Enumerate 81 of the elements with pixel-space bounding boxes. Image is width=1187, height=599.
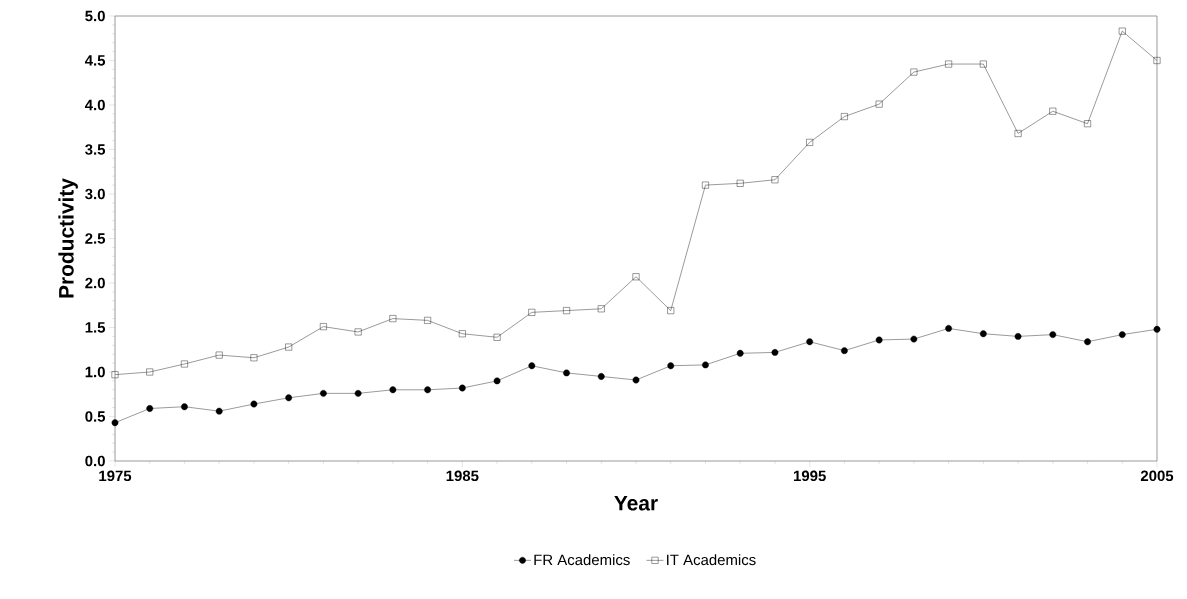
point [1118, 331, 1126, 339]
point [215, 407, 223, 415]
point [979, 330, 987, 338]
point [528, 308, 536, 316]
y-tick-label: 1.5 [85, 322, 106, 333]
point [667, 307, 675, 314]
legend-label: FR Academics [534, 554, 630, 566]
point [146, 368, 154, 376]
point [945, 60, 952, 68]
y-tick-label: 0.5 [85, 411, 106, 422]
x-axis-title: Year [614, 495, 658, 511]
point [702, 181, 709, 189]
point [597, 305, 605, 313]
point [1153, 325, 1161, 333]
point [563, 369, 570, 377]
point [632, 376, 640, 384]
point [841, 347, 848, 355]
point [910, 335, 918, 343]
point [1084, 120, 1091, 128]
point [250, 400, 258, 408]
point [285, 394, 293, 402]
point [320, 389, 327, 397]
point [875, 100, 883, 108]
y-tick-label: 3.0 [85, 188, 105, 200]
point [181, 403, 188, 411]
y-tick-label: 0.0 [85, 455, 105, 467]
point [389, 315, 397, 322]
point [285, 343, 293, 351]
point [632, 273, 640, 281]
point [563, 307, 570, 314]
point [1049, 107, 1057, 115]
point [806, 138, 814, 146]
y-tick-label: 3.5 [85, 144, 106, 155]
point [354, 328, 362, 336]
point [424, 316, 431, 324]
point [181, 360, 188, 368]
point [389, 386, 397, 394]
y-tick-label: 4.5 [84, 55, 106, 66]
point [250, 354, 258, 362]
point [771, 349, 779, 356]
point [424, 386, 431, 394]
point [945, 325, 952, 332]
point [215, 351, 223, 359]
point [458, 384, 466, 392]
y-axis-title: Productivity [58, 178, 78, 298]
point [910, 68, 918, 76]
y-tick-label: 2.5 [85, 233, 106, 244]
point [1049, 331, 1057, 339]
point [146, 405, 154, 412]
point [111, 371, 119, 379]
x-tick-label: 1975 [99, 470, 132, 482]
y-tick-label: 2.0 [85, 277, 105, 289]
point [875, 336, 883, 344]
point [1153, 57, 1161, 64]
point [528, 362, 536, 370]
point [493, 377, 501, 385]
point [458, 330, 466, 338]
point [1014, 333, 1022, 340]
x-tick-label: 2005 [1140, 470, 1174, 482]
point [354, 389, 362, 397]
point [1014, 130, 1022, 137]
y-tick-label: 1.0 [85, 366, 105, 378]
point [320, 323, 327, 330]
x-tick-label: 1985 [446, 470, 479, 482]
point [493, 333, 501, 341]
point [702, 361, 709, 369]
point [979, 60, 987, 68]
point [736, 179, 744, 187]
point [1084, 338, 1091, 346]
point [841, 113, 848, 120]
point [111, 419, 119, 427]
point [1118, 27, 1126, 35]
legend-label: IT Academics [667, 554, 756, 566]
point [771, 176, 779, 184]
point [736, 349, 744, 357]
x-tick-label: 1995 [793, 470, 826, 482]
point [806, 338, 814, 346]
y-tick-label: 5.0 [85, 10, 105, 22]
point [597, 373, 605, 380]
point [667, 362, 675, 370]
y-tick-label: 4.0 [84, 99, 105, 111]
